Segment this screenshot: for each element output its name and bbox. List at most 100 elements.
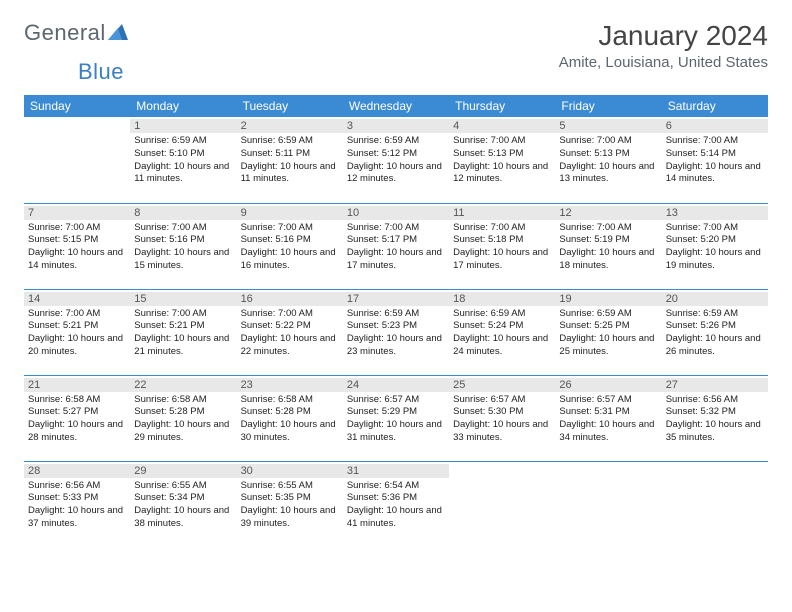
day-number: 29 (130, 464, 236, 478)
day-number: 25 (449, 378, 555, 392)
sunrise-line: Sunrise: 6:54 AM (347, 480, 445, 493)
calendar-day-cell: 16Sunrise: 7:00 AMSunset: 5:22 PMDayligh… (237, 289, 343, 375)
sunset-line: Sunset: 5:25 PM (559, 320, 657, 333)
calendar-day-cell: 6 Sunrise: 7:00 AMSunset: 5:14 PMDaylight… (662, 117, 768, 203)
day-number: 6 (662, 119, 768, 133)
sunrise-line: Sunrise: 6:58 AM (134, 394, 232, 407)
daylight-line: Daylight: 10 hours and 28 minutes. (28, 419, 126, 445)
daylight-line: Daylight: 10 hours and 15 minutes. (134, 247, 232, 273)
sunrise-line: Sunrise: 7:00 AM (28, 222, 126, 235)
day-number: 18 (449, 292, 555, 306)
calendar-day-cell: 5Sunrise: 7:00 AMSunset: 5:13 PMDaylight… (555, 117, 661, 203)
sunrise-line: Sunrise: 6:59 AM (666, 308, 764, 321)
sunset-line: Sunset: 5:14 PM (666, 148, 764, 161)
daylight-line: Daylight: 10 hours and 41 minutes. (347, 505, 445, 531)
day-number: 1 (130, 119, 236, 133)
daylight-line: Daylight: 10 hours and 14 minutes. (666, 161, 764, 187)
sunset-line: Sunset: 5:32 PM (666, 406, 764, 419)
calendar-day-cell (449, 461, 555, 547)
sunset-line: Sunset: 5:23 PM (347, 320, 445, 333)
calendar-table: SundayMondayTuesdayWednesdayThursdayFrid… (24, 95, 768, 547)
sunrise-line: Sunrise: 6:58 AM (241, 394, 339, 407)
day-number: 23 (237, 378, 343, 392)
sunset-line: Sunset: 5:34 PM (134, 492, 232, 505)
day-number: 10 (343, 206, 449, 220)
day-number: 31 (343, 464, 449, 478)
sunrise-line: Sunrise: 7:00 AM (666, 135, 764, 148)
calendar-day-cell: 20Sunrise: 6:59 AMSunset: 5:26 PMDayligh… (662, 289, 768, 375)
sunset-line: Sunset: 5:22 PM (241, 320, 339, 333)
calendar-day-cell: 1Sunrise: 6:59 AMSunset: 5:10 PMDaylight… (130, 117, 236, 203)
sunset-line: Sunset: 5:26 PM (666, 320, 764, 333)
day-number: 9 (237, 206, 343, 220)
sunset-line: Sunset: 5:10 PM (134, 148, 232, 161)
day-number: 7 (24, 206, 130, 220)
calendar-page: General January 2024 Amite, Louisiana, U… (0, 0, 792, 567)
sunrise-line: Sunrise: 6:59 AM (453, 308, 551, 321)
sunset-line: Sunset: 5:11 PM (241, 148, 339, 161)
calendar-day-cell: 17Sunrise: 6:59 AMSunset: 5:23 PMDayligh… (343, 289, 449, 375)
logo-text-1: General (24, 20, 106, 46)
sunrise-line: Sunrise: 6:56 AM (666, 394, 764, 407)
day-number: 11 (449, 206, 555, 220)
daylight-line: Daylight: 10 hours and 12 minutes. (453, 161, 551, 187)
sunset-line: Sunset: 5:21 PM (134, 320, 232, 333)
day-number: 24 (343, 378, 449, 392)
calendar-day-cell (662, 461, 768, 547)
logo: General (24, 20, 128, 46)
calendar-day-cell: 14Sunrise: 7:00 AMSunset: 5:21 PMDayligh… (24, 289, 130, 375)
day-header: Wednesday (343, 95, 449, 117)
sunrise-line: Sunrise: 7:00 AM (241, 308, 339, 321)
calendar-day-cell (555, 461, 661, 547)
sunset-line: Sunset: 5:12 PM (347, 148, 445, 161)
sunrise-line: Sunrise: 7:00 AM (453, 135, 551, 148)
daylight-line: Daylight: 10 hours and 17 minutes. (453, 247, 551, 273)
daylight-line: Daylight: 10 hours and 14 minutes. (28, 247, 126, 273)
daylight-line: Daylight: 10 hours and 21 minutes. (134, 333, 232, 359)
location-text: Amite, Louisiana, United States (559, 54, 768, 71)
sunrise-line: Sunrise: 6:59 AM (559, 308, 657, 321)
daylight-line: Daylight: 10 hours and 24 minutes. (453, 333, 551, 359)
day-number: 20 (662, 292, 768, 306)
day-number: 30 (237, 464, 343, 478)
sunrise-line: Sunrise: 6:55 AM (241, 480, 339, 493)
day-number: 22 (130, 378, 236, 392)
calendar-week-row: 21 Sunrise: 6:58 AM Sunset: 5:27 PMDayligh… (24, 375, 768, 461)
calendar-day-cell: 7Sunrise: 7:00 AMSunset: 5:15 PMDaylight… (24, 203, 130, 289)
sunset-line: Sunset: 5:30 PM (453, 406, 551, 419)
day-number: 16 (237, 292, 343, 306)
daylight-line: Daylight: 10 hours and 23 minutes. (347, 333, 445, 359)
sunrise-line: Sunrise: 7:00 AM (28, 308, 126, 321)
sunset-line: Sunset: 5:33 PM (28, 492, 126, 505)
day-number: 19 (555, 292, 661, 306)
day-number: 3 (343, 119, 449, 133)
calendar-day-cell: 28Sunrise: 6:56 AMSunset: 5:33 PMDayligh… (24, 461, 130, 547)
day-number: 13 (662, 206, 768, 220)
day-number: 15 (130, 292, 236, 306)
sunrise-line: Sunrise: 7:00 AM (347, 222, 445, 235)
day-header: Tuesday (237, 95, 343, 117)
day-header: Sunday (24, 95, 130, 117)
day-number: 21 (24, 378, 130, 392)
sunset-line: Sunset: 5:17 PM (347, 234, 445, 247)
sunset-line: Sunset: 5:13 PM (453, 148, 551, 161)
day-number: 26 (555, 378, 661, 392)
day-number: 2 (237, 119, 343, 133)
day-number: 12 (555, 206, 661, 220)
sunset-line: Sunset: 5:29 PM (347, 406, 445, 419)
daylight-line: Daylight: 10 hours and 20 minutes. (28, 333, 126, 359)
sunset-line: Sunset: 5:27 PM (28, 406, 126, 419)
calendar-day-cell: 9Sunrise: 7:00 AMSunset: 5:16 PMDaylight… (237, 203, 343, 289)
calendar-day-cell: 22Sunrise: 6:58 AMSunset: 5:28 PMDayligh… (130, 375, 236, 461)
daylight-line: Daylight: 10 hours and 37 minutes. (28, 505, 126, 531)
calendar-day-cell: 23Sunrise: 6:58 AMSunset: 5:28 PMDayligh… (237, 375, 343, 461)
calendar-day-cell: 29Sunrise: 6:55 AMSunset: 5:34 PMDayligh… (130, 461, 236, 547)
day-header: Thursday (449, 95, 555, 117)
daylight-line: Daylight: 10 hours and 19 minutes. (666, 247, 764, 273)
sunrise-line: Sunrise: 7:00 AM (134, 222, 232, 235)
sunrise-line: Sunrise: 7:00 AM (241, 222, 339, 235)
calendar-week-row: 28Sunrise: 6:56 AMSunset: 5:33 PMDayligh… (24, 461, 768, 547)
calendar-day-cell: 30Sunrise: 6:55 AMSunset: 5:35 PMDayligh… (237, 461, 343, 547)
day-header-row: SundayMondayTuesdayWednesdayThursdayFrid… (24, 95, 768, 117)
sunset-line: Sunset: 5:24 PM (453, 320, 551, 333)
